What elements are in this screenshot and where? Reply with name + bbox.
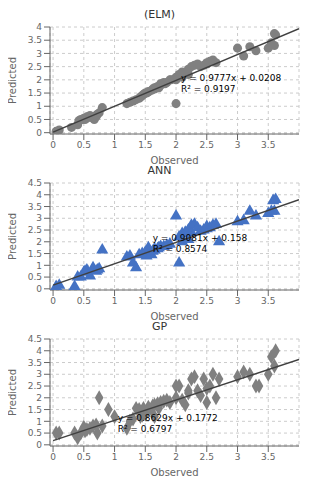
svg-text:0: 0 (36, 284, 42, 294)
svg-text:Predicted: Predicted (8, 369, 18, 416)
svg-text:Observed: Observed (150, 467, 198, 476)
svg-text:1: 1 (112, 140, 118, 150)
svg-text:y = 0.8629x + 0.1772R² = 0.679: y = 0.8629x + 0.1772R² = 0.6797 (118, 413, 218, 434)
svg-text:3: 3 (36, 213, 42, 223)
svg-text:Predicted: Predicted (8, 57, 18, 104)
svg-text:0: 0 (50, 296, 56, 306)
svg-text:2: 2 (173, 296, 179, 306)
svg-text:1.5: 1.5 (138, 452, 152, 462)
svg-text:2.5: 2.5 (28, 225, 42, 235)
svg-text:2: 2 (36, 75, 42, 85)
svg-text:4: 4 (36, 346, 42, 356)
svg-text:3: 3 (235, 452, 241, 462)
svg-text:4.5: 4.5 (28, 178, 42, 188)
svg-text:0: 0 (50, 140, 56, 150)
svg-text:4: 4 (36, 22, 42, 32)
svg-text:1.5: 1.5 (138, 296, 152, 306)
svg-text:0: 0 (36, 128, 42, 138)
svg-text:2: 2 (36, 237, 42, 247)
svg-text:y = 0.9777x + 0.0208R² = 0.919: y = 0.9777x + 0.0208R² = 0.9197 (181, 73, 281, 94)
svg-text:0.5: 0.5 (77, 296, 91, 306)
svg-text:2: 2 (173, 140, 179, 150)
svg-text:1.5: 1.5 (28, 88, 42, 98)
svg-text:3.5: 3.5 (261, 452, 275, 462)
svg-text:Observed: Observed (150, 311, 198, 320)
html-text:ANN: ANN (147, 164, 172, 177)
svg-text:1: 1 (36, 417, 42, 427)
svg-text:0.5: 0.5 (28, 272, 42, 282)
svg-text:1: 1 (36, 101, 42, 111)
svg-text:2: 2 (173, 452, 179, 462)
html-text:GP: GP (151, 320, 168, 333)
svg-text:2.5: 2.5 (200, 452, 214, 462)
svg-text:Observed: Observed (150, 155, 198, 164)
svg-text:1.5: 1.5 (138, 140, 152, 150)
svg-text:0.5: 0.5 (28, 115, 42, 125)
svg-text:3.5: 3.5 (28, 35, 42, 45)
svg-text:3.5: 3.5 (28, 358, 42, 368)
html-text:(ELM): (ELM) (143, 8, 176, 21)
svg-text:2.5: 2.5 (28, 381, 42, 391)
svg-text:1.5: 1.5 (28, 249, 42, 259)
svg-text:3: 3 (235, 140, 241, 150)
svg-text:3: 3 (36, 369, 42, 379)
svg-text:1: 1 (112, 452, 118, 462)
svg-text:1.5: 1.5 (28, 405, 42, 415)
svg-text:0.5: 0.5 (77, 452, 91, 462)
svg-text:4: 4 (36, 190, 42, 200)
svg-text:4.5: 4.5 (28, 334, 42, 344)
svg-text:3.5: 3.5 (261, 140, 275, 150)
svg-text:1: 1 (36, 261, 42, 271)
svg-text:y = 0.9081x + 0.158R² = 0.8574: y = 0.9081x + 0.158R² = 0.8574 (153, 233, 248, 254)
svg-text:Predicted: Predicted (8, 213, 18, 260)
svg-text:2: 2 (36, 393, 42, 403)
svg-text:2.5: 2.5 (200, 296, 214, 306)
svg-text:0.5: 0.5 (77, 140, 91, 150)
svg-text:0: 0 (50, 452, 56, 462)
svg-text:2.5: 2.5 (200, 140, 214, 150)
svg-text:3.5: 3.5 (261, 296, 275, 306)
svg-text:3: 3 (235, 296, 241, 306)
svg-text:2.5: 2.5 (28, 62, 42, 72)
svg-text:3: 3 (36, 49, 42, 59)
svg-text:1: 1 (112, 296, 118, 306)
svg-text:3.5: 3.5 (28, 202, 42, 212)
svg-text:0: 0 (36, 440, 42, 450)
svg-text:0.5: 0.5 (28, 428, 42, 438)
